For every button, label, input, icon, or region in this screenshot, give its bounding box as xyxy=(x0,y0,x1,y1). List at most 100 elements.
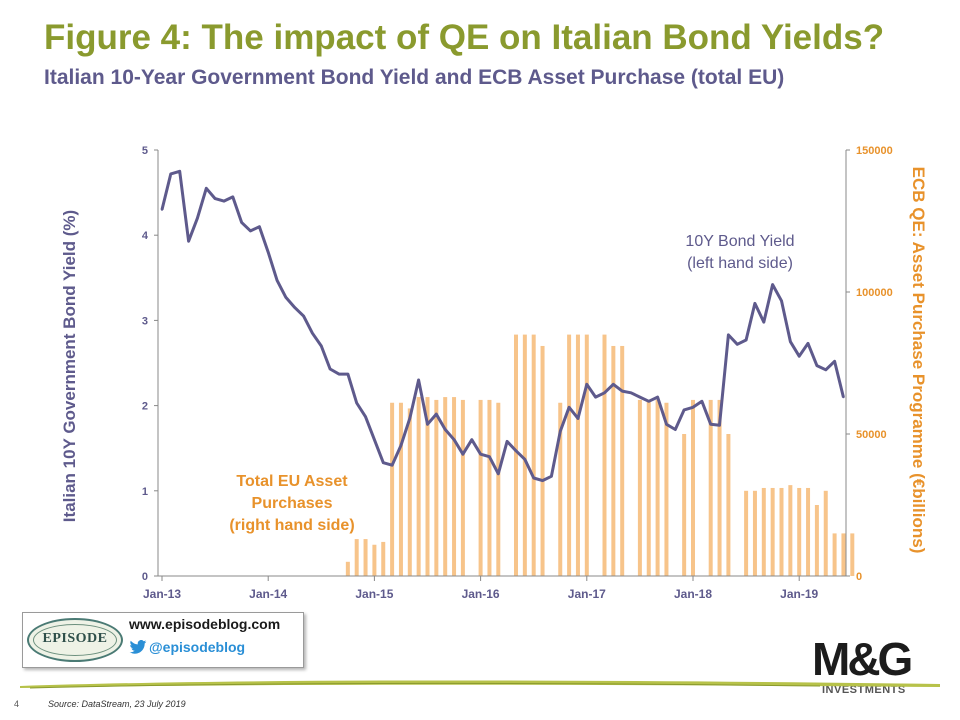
yield-point xyxy=(682,408,686,412)
yield-point xyxy=(231,195,234,199)
axis-ticks: 0 1 2 3 4 5 0 50000 100000 150000 Jan-13 Jan-14 Jan-… xyxy=(142,145,893,601)
purchase-bar xyxy=(620,345,625,576)
left-tick-label: 0 xyxy=(142,571,148,583)
bar-label-3: (right hand side) xyxy=(229,517,354,534)
yield-point xyxy=(532,476,535,480)
blog-url-link[interactable]: www.episodeblog.com xyxy=(129,616,281,632)
purchase-bar xyxy=(460,399,465,576)
purchase-bar xyxy=(514,334,518,576)
page-number: 4 xyxy=(14,699,20,709)
yield-point xyxy=(390,464,394,467)
yield-point xyxy=(709,423,712,426)
purchase-bar xyxy=(779,487,784,576)
x-tick-label: Jan-13 xyxy=(143,587,181,601)
twitter-row[interactable]: @episodeblog xyxy=(129,638,245,656)
purchase-bar xyxy=(717,399,722,576)
yield-point xyxy=(638,395,642,399)
purchase-bar xyxy=(522,334,527,576)
yield-point xyxy=(399,444,403,447)
yield-point xyxy=(169,172,172,176)
yield-point xyxy=(559,430,562,433)
yield-point xyxy=(435,412,438,416)
yield-point xyxy=(806,342,810,345)
yield-point xyxy=(700,400,704,403)
yield-point xyxy=(674,428,677,431)
yield-point xyxy=(302,314,305,318)
left-tick-label: 4 xyxy=(142,230,149,242)
purchase-bar xyxy=(443,397,448,576)
yield-point xyxy=(452,438,456,441)
left-tick-label: 3 xyxy=(142,315,148,327)
purchase-bar xyxy=(407,408,412,576)
x-tick-label: Jan-19 xyxy=(780,587,818,601)
yield-point xyxy=(213,197,217,200)
yield-point xyxy=(240,221,243,224)
right-tick-label: 50000 xyxy=(856,429,887,441)
right-tick-label: 150000 xyxy=(856,145,893,157)
purchase-bar xyxy=(567,334,572,576)
yield-point xyxy=(621,389,624,393)
purchase-bar xyxy=(850,533,855,576)
yield-point xyxy=(488,455,491,458)
x-tick-label: Jan-16 xyxy=(462,587,500,601)
purchase-bar xyxy=(726,434,731,576)
yield-point xyxy=(311,332,314,335)
purchase-bar xyxy=(823,490,828,576)
chart-axes xyxy=(157,150,847,577)
yield-point xyxy=(222,199,226,203)
yield-point xyxy=(815,364,819,367)
source-note: Source: DataStream, 23 July 2019 xyxy=(48,699,186,709)
yield-point xyxy=(647,400,650,403)
yield-point xyxy=(284,296,288,299)
purchase-bar xyxy=(761,487,766,576)
yield-point xyxy=(337,372,341,376)
x-tick-label: Jan-18 xyxy=(674,587,712,601)
yield-point xyxy=(364,415,367,418)
page-subtitle: Italian 10-Year Government Bond Yield an… xyxy=(44,66,785,89)
yield-point xyxy=(160,208,164,211)
yield-point xyxy=(727,333,730,337)
purchase-bar xyxy=(487,399,492,576)
purchase-bar xyxy=(646,399,651,576)
purchase-bar xyxy=(531,334,536,576)
purchase-bar xyxy=(452,397,457,576)
purchase-bar xyxy=(345,561,350,576)
yield-point xyxy=(550,475,553,478)
purchase-bar xyxy=(691,399,695,576)
page-title: Figure 4: The impact of QE on Italian Bo… xyxy=(44,18,885,57)
yield-point xyxy=(346,372,350,376)
purchase-bar xyxy=(372,544,377,576)
yield-point xyxy=(576,417,580,420)
yield-point xyxy=(497,472,500,475)
purchase-bar xyxy=(398,402,403,576)
left-tick-label: 5 xyxy=(142,145,148,157)
line-label-1: 10Y Bond Yield xyxy=(685,233,794,250)
purchase-bar xyxy=(752,490,757,576)
purchase-bar xyxy=(381,541,386,576)
purchase-bar xyxy=(416,397,421,576)
episode-logo: EPISODE xyxy=(27,618,123,662)
footer-swoosh xyxy=(20,680,940,689)
purchase-bar xyxy=(788,485,793,576)
yield-point xyxy=(718,424,721,427)
yield-point xyxy=(665,423,668,426)
yield-point xyxy=(514,449,518,452)
left-axis-title: Italian 10Y Government Bond Yield (%) xyxy=(60,210,79,522)
yield-point xyxy=(736,343,739,346)
yield-point xyxy=(505,440,509,443)
mg-logo: M&G xyxy=(812,633,913,685)
right-axis-title: ECB QE: Asset Purchase Programme (€billi… xyxy=(909,167,928,554)
yield-point xyxy=(691,406,695,409)
purchase-bar xyxy=(682,434,687,576)
bar-label-1: Total EU Asset xyxy=(236,473,348,490)
episode-logo-text: EPISODE xyxy=(42,631,108,646)
twitter-handle: @episodeblog xyxy=(149,638,246,655)
yield-point xyxy=(744,338,748,342)
purchase-bar xyxy=(832,533,837,576)
yield-point xyxy=(258,225,261,228)
purchase-bar xyxy=(434,399,439,576)
yield-point xyxy=(762,320,765,324)
yield-point xyxy=(594,395,597,399)
yield-point xyxy=(267,251,270,254)
